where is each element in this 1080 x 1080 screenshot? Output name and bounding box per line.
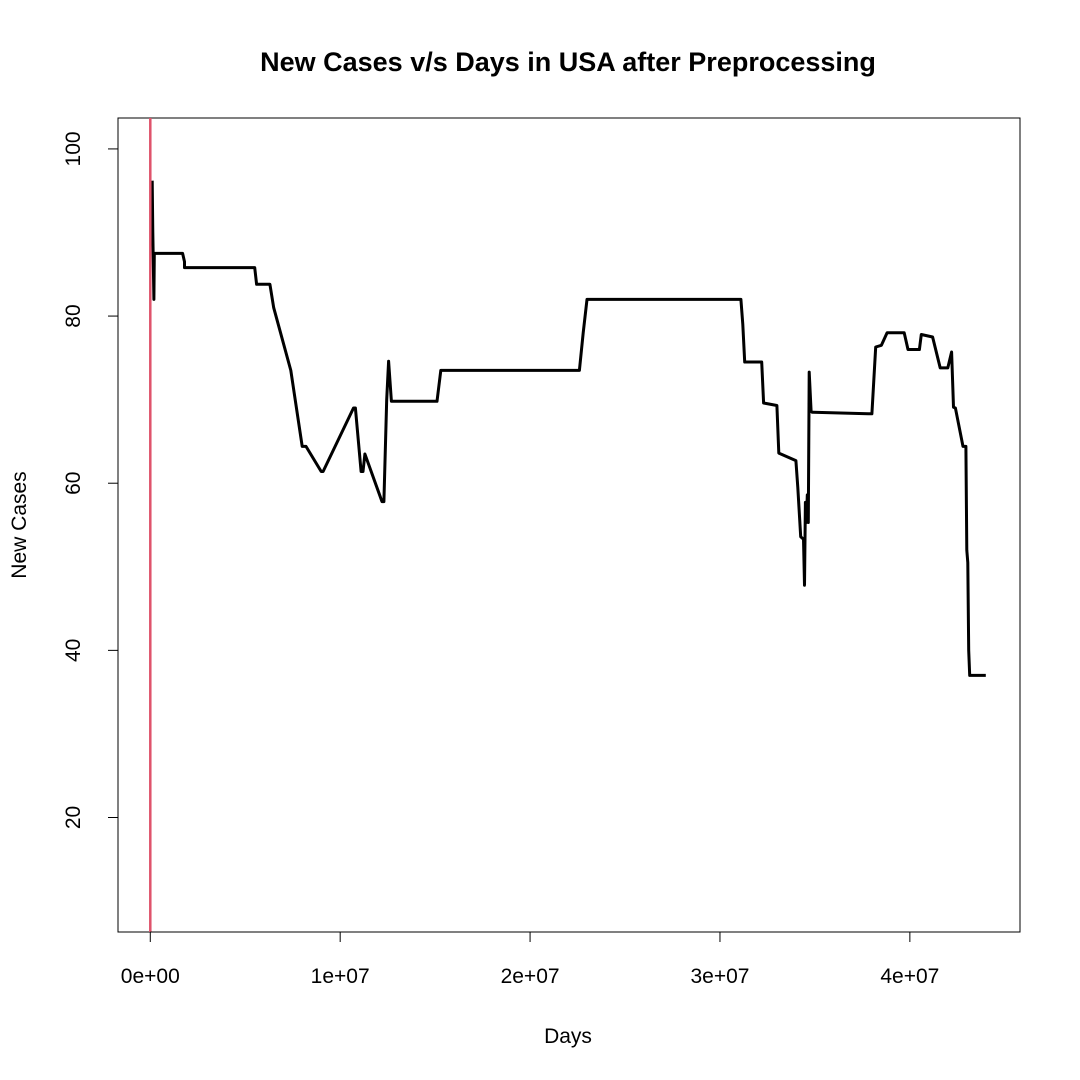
plot-frame: [117, 117, 1021, 933]
x-tick-label: 4e+07: [880, 965, 939, 988]
y-tick-label: 80: [62, 304, 85, 327]
y-tick-label: 100: [62, 131, 85, 166]
x-tick-label: 1e+07: [311, 965, 370, 988]
y-axis-label: New Cases: [8, 471, 31, 578]
x-tick-label: 3e+07: [690, 965, 749, 988]
y-tick-label: 60: [62, 472, 85, 495]
y-axis: 20 40 60 80 100: [62, 131, 119, 829]
x-tick-label: 0e+00: [121, 965, 180, 988]
series-line-new-cases: [150, 180, 986, 677]
series-layer: [149, 118, 986, 932]
x-axis-label: Days: [544, 1025, 592, 1048]
x-axis: 0e+00 1e+07 2e+07 3e+07 4e+07: [121, 931, 939, 988]
y-tick-label: 40: [62, 639, 85, 662]
x-tick-label: 2e+07: [501, 965, 560, 988]
chart-title: New Cases v/s Days in USA after Preproce…: [260, 47, 876, 77]
y-tick-label: 20: [62, 806, 85, 829]
